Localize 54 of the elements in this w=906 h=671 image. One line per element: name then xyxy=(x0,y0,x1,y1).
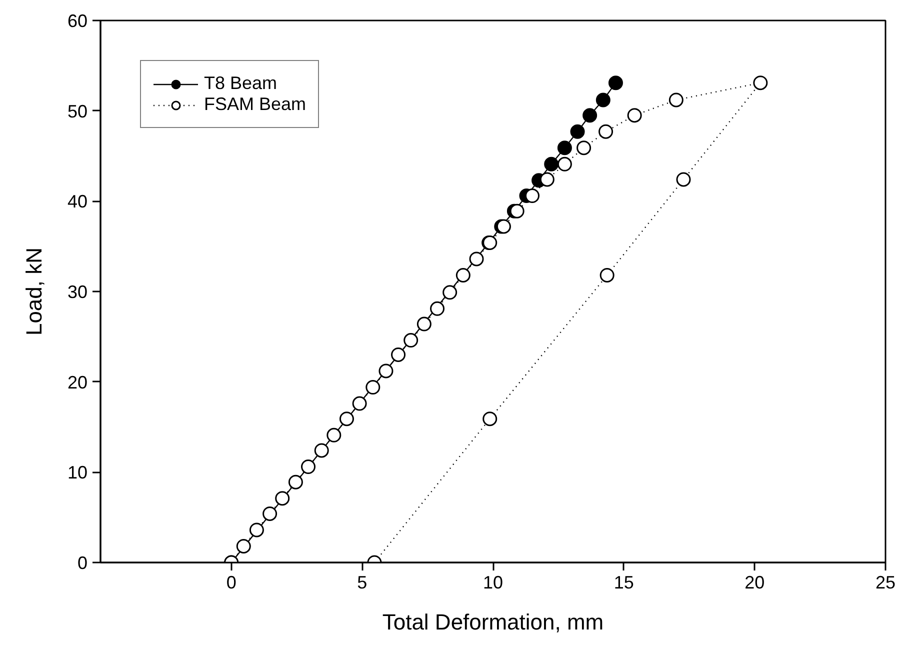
point xyxy=(596,92,610,108)
point xyxy=(249,522,264,538)
point xyxy=(753,76,768,90)
point xyxy=(627,108,642,123)
y-tick-label: 0 xyxy=(77,553,88,573)
y-axis-title: Load, kN xyxy=(21,247,46,336)
y-tick-label: 20 xyxy=(67,372,88,392)
legend-label: FSAM Beam xyxy=(204,94,306,115)
point xyxy=(600,268,614,282)
point xyxy=(482,412,498,426)
point xyxy=(570,124,585,139)
point xyxy=(442,285,458,300)
point xyxy=(525,188,540,203)
point xyxy=(314,443,329,458)
point xyxy=(288,474,303,490)
point xyxy=(582,108,598,123)
point xyxy=(430,301,445,316)
point xyxy=(262,506,278,521)
point xyxy=(469,252,484,266)
x-tick-label: 25 xyxy=(875,572,896,592)
y-tick-label: 60 xyxy=(67,11,88,31)
point xyxy=(540,172,554,187)
legend-label: T8 Beam xyxy=(204,73,278,94)
x-axis-title: Total Deformation, mm xyxy=(382,610,604,634)
point xyxy=(301,460,316,474)
point xyxy=(326,428,342,442)
point xyxy=(544,156,559,172)
point xyxy=(416,316,432,332)
point xyxy=(339,412,354,426)
x-tick-label: 15 xyxy=(614,572,634,592)
point xyxy=(391,347,406,362)
point xyxy=(557,156,572,172)
point xyxy=(456,268,470,282)
point xyxy=(236,539,251,554)
point xyxy=(510,204,524,218)
point xyxy=(366,380,380,394)
y-tick-label: 30 xyxy=(67,282,88,302)
point xyxy=(557,140,572,156)
y-tick-label: 50 xyxy=(67,101,88,122)
x-tick-label: 10 xyxy=(482,572,504,592)
point xyxy=(404,333,418,348)
point xyxy=(275,491,290,506)
point xyxy=(608,76,623,90)
point xyxy=(378,364,394,378)
y-tick-label: 40 xyxy=(67,192,88,212)
x-tick-label: 20 xyxy=(744,572,765,592)
point xyxy=(352,396,367,411)
point xyxy=(676,172,691,187)
x-tick-label: 0 xyxy=(226,572,236,592)
point xyxy=(576,140,592,156)
y-tick-label: 10 xyxy=(67,462,88,483)
x-tick-label: 5 xyxy=(357,572,368,592)
point xyxy=(668,92,684,108)
point xyxy=(598,124,614,139)
